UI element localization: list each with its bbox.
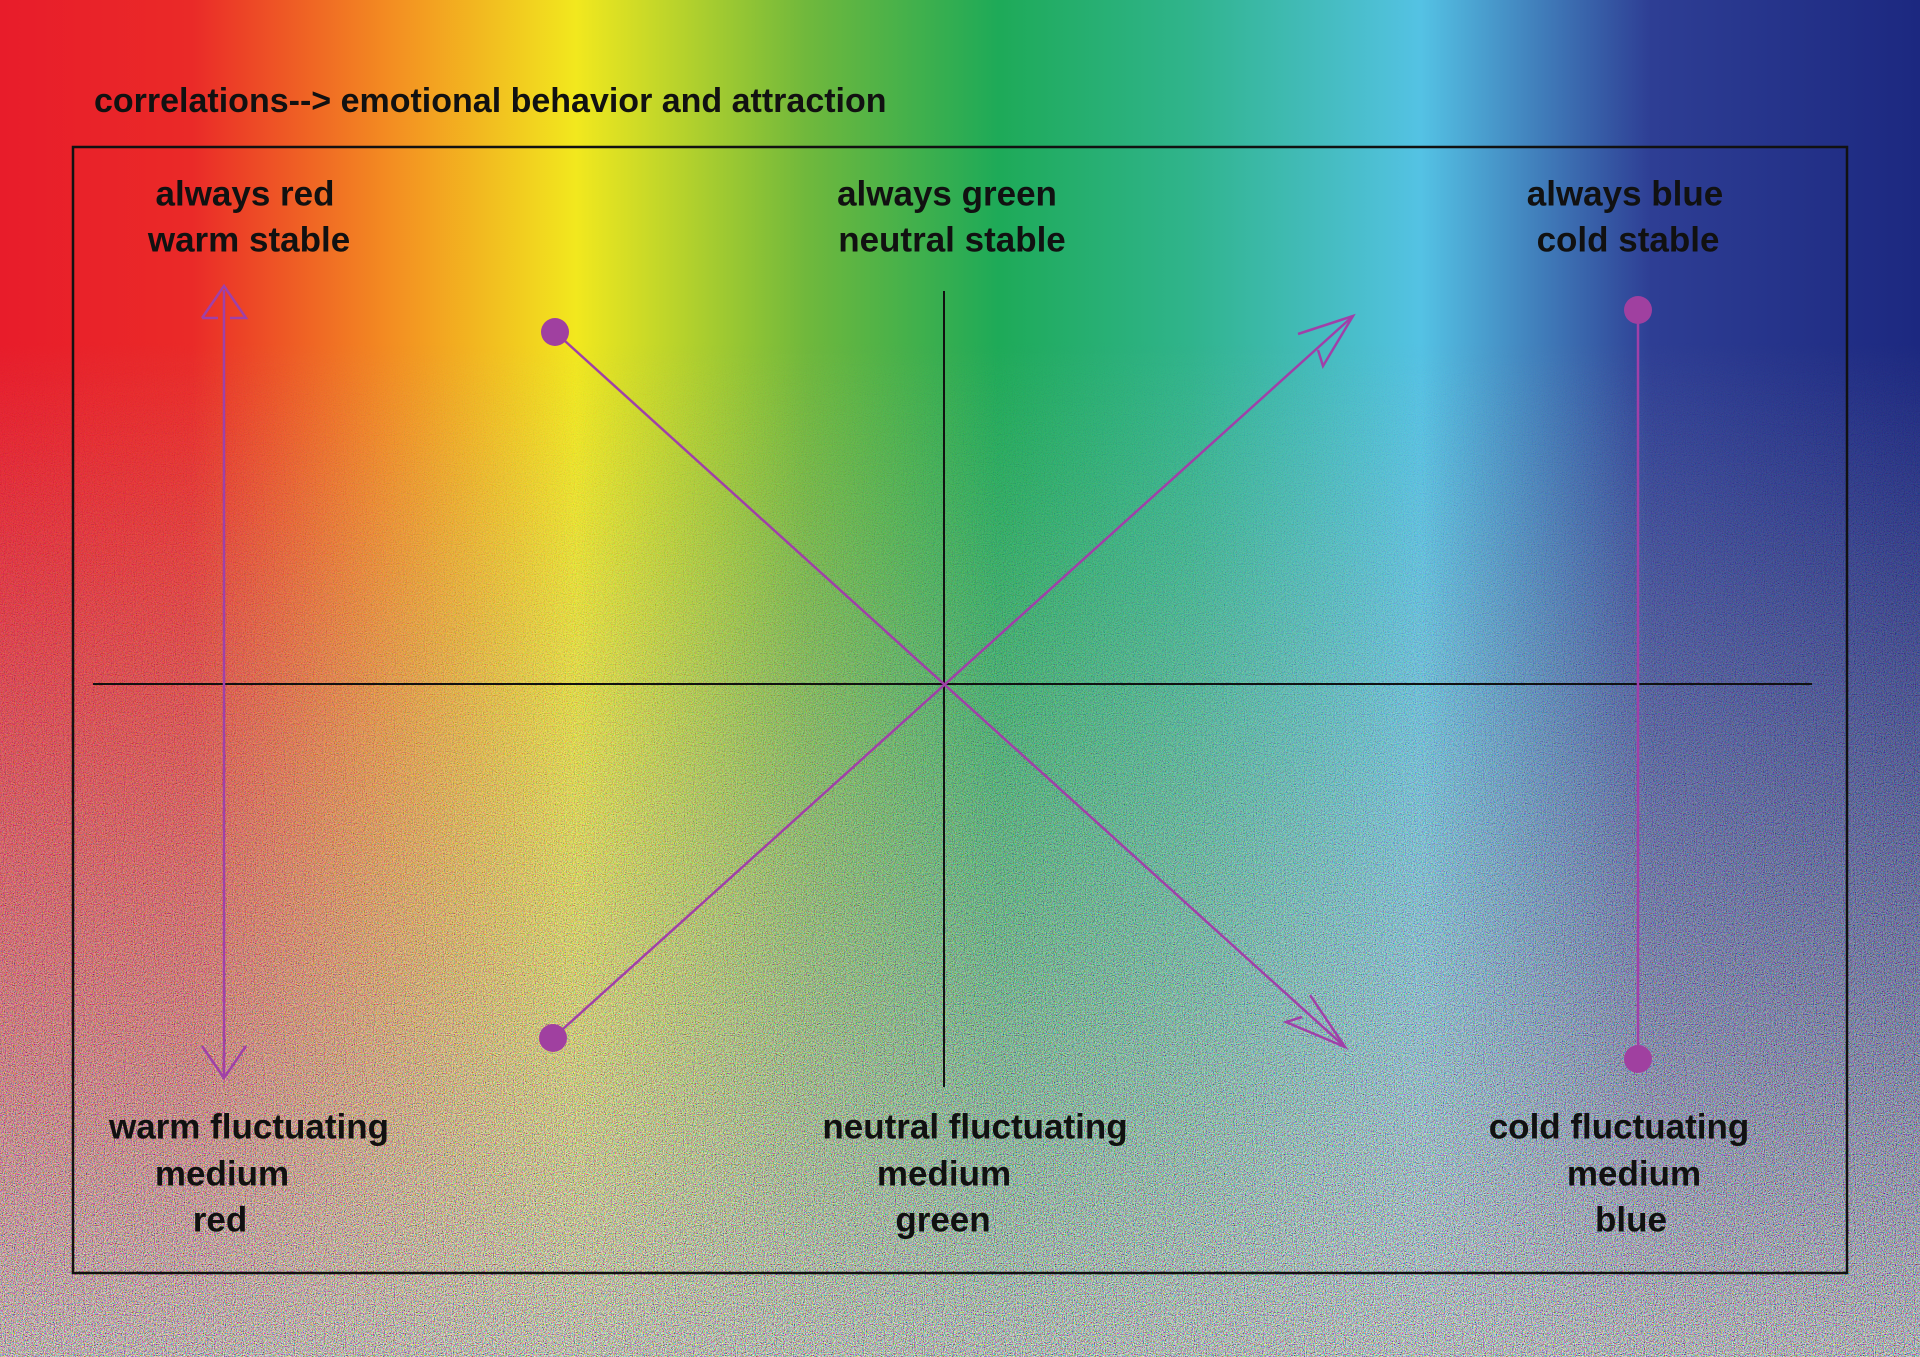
label: medium xyxy=(1567,1154,1701,1193)
label: neutral fluctuating xyxy=(822,1107,1127,1146)
label: red xyxy=(193,1200,247,1239)
label: medium xyxy=(877,1154,1011,1193)
arrows xyxy=(200,283,1652,1081)
title: correlations--> emotional behavior and a… xyxy=(94,82,887,120)
label: always green xyxy=(837,174,1057,213)
label: cold fluctuating xyxy=(1489,1107,1750,1146)
label: green xyxy=(895,1200,990,1239)
frame xyxy=(71,145,1849,1275)
label: warm stable xyxy=(147,220,350,259)
label: always red xyxy=(156,174,335,213)
label: always blue xyxy=(1527,174,1723,213)
label: cold stable xyxy=(1537,220,1720,259)
label: blue xyxy=(1595,1200,1667,1239)
label: neutral stable xyxy=(838,220,1066,259)
label: warm fluctuating xyxy=(108,1107,389,1146)
label: medium xyxy=(155,1154,289,1193)
